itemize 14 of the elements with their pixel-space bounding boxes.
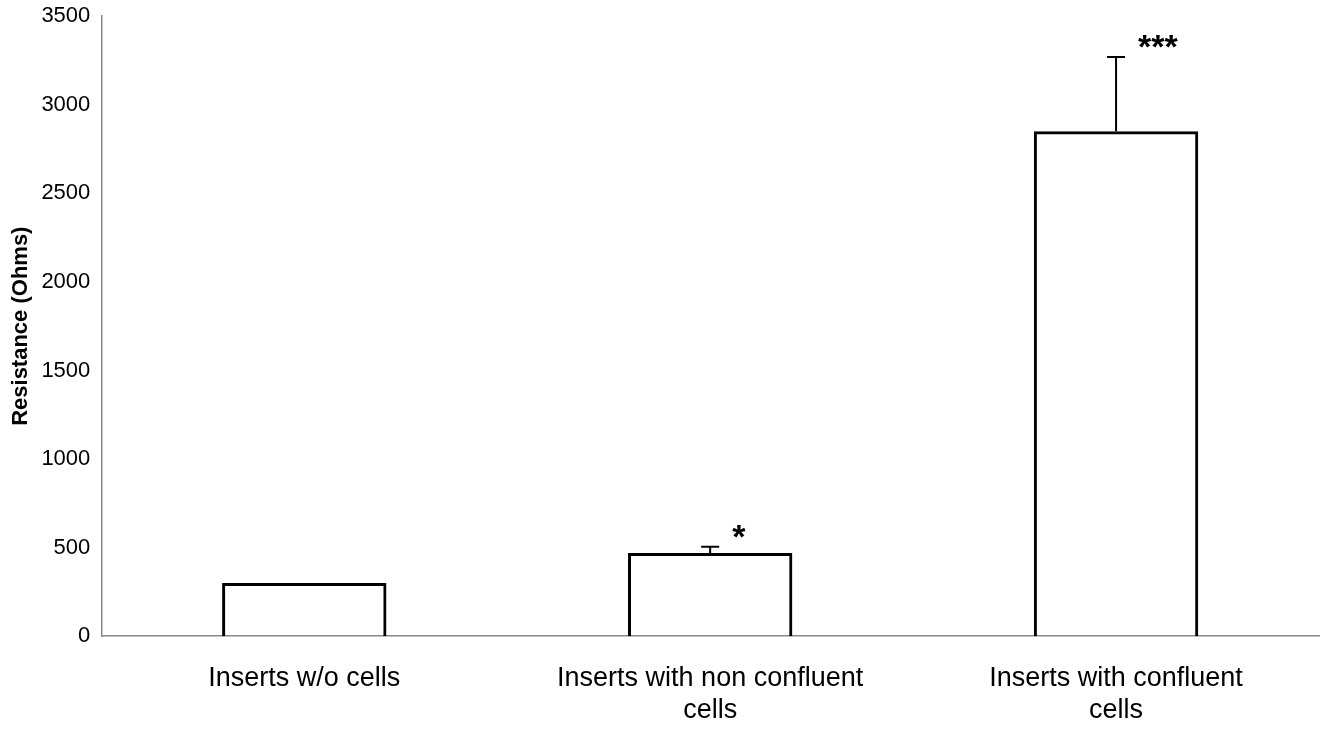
y-tick-label: 2000 — [41, 267, 91, 293]
annotation: *** — [1138, 27, 1179, 66]
y-axis-title: Resistance (Ohms) — [7, 226, 33, 426]
y-tick-label: 1500 — [41, 356, 91, 382]
y-tick-label: 0 — [78, 622, 91, 648]
x-tick-label: Inserts w/o cells — [208, 661, 401, 692]
y-tick-label: 3000 — [41, 90, 91, 116]
x-tick-label: Inserts with confluent cells — [989, 661, 1244, 725]
y-tick-label: 500 — [53, 533, 91, 559]
x-tick-label: Inserts with non confluent cells — [557, 661, 864, 725]
annotation: * — [732, 517, 747, 556]
y-tick-label: 3500 — [41, 2, 91, 28]
y-tick-label: 2500 — [41, 179, 91, 205]
y-tick-label: 1000 — [41, 445, 91, 471]
